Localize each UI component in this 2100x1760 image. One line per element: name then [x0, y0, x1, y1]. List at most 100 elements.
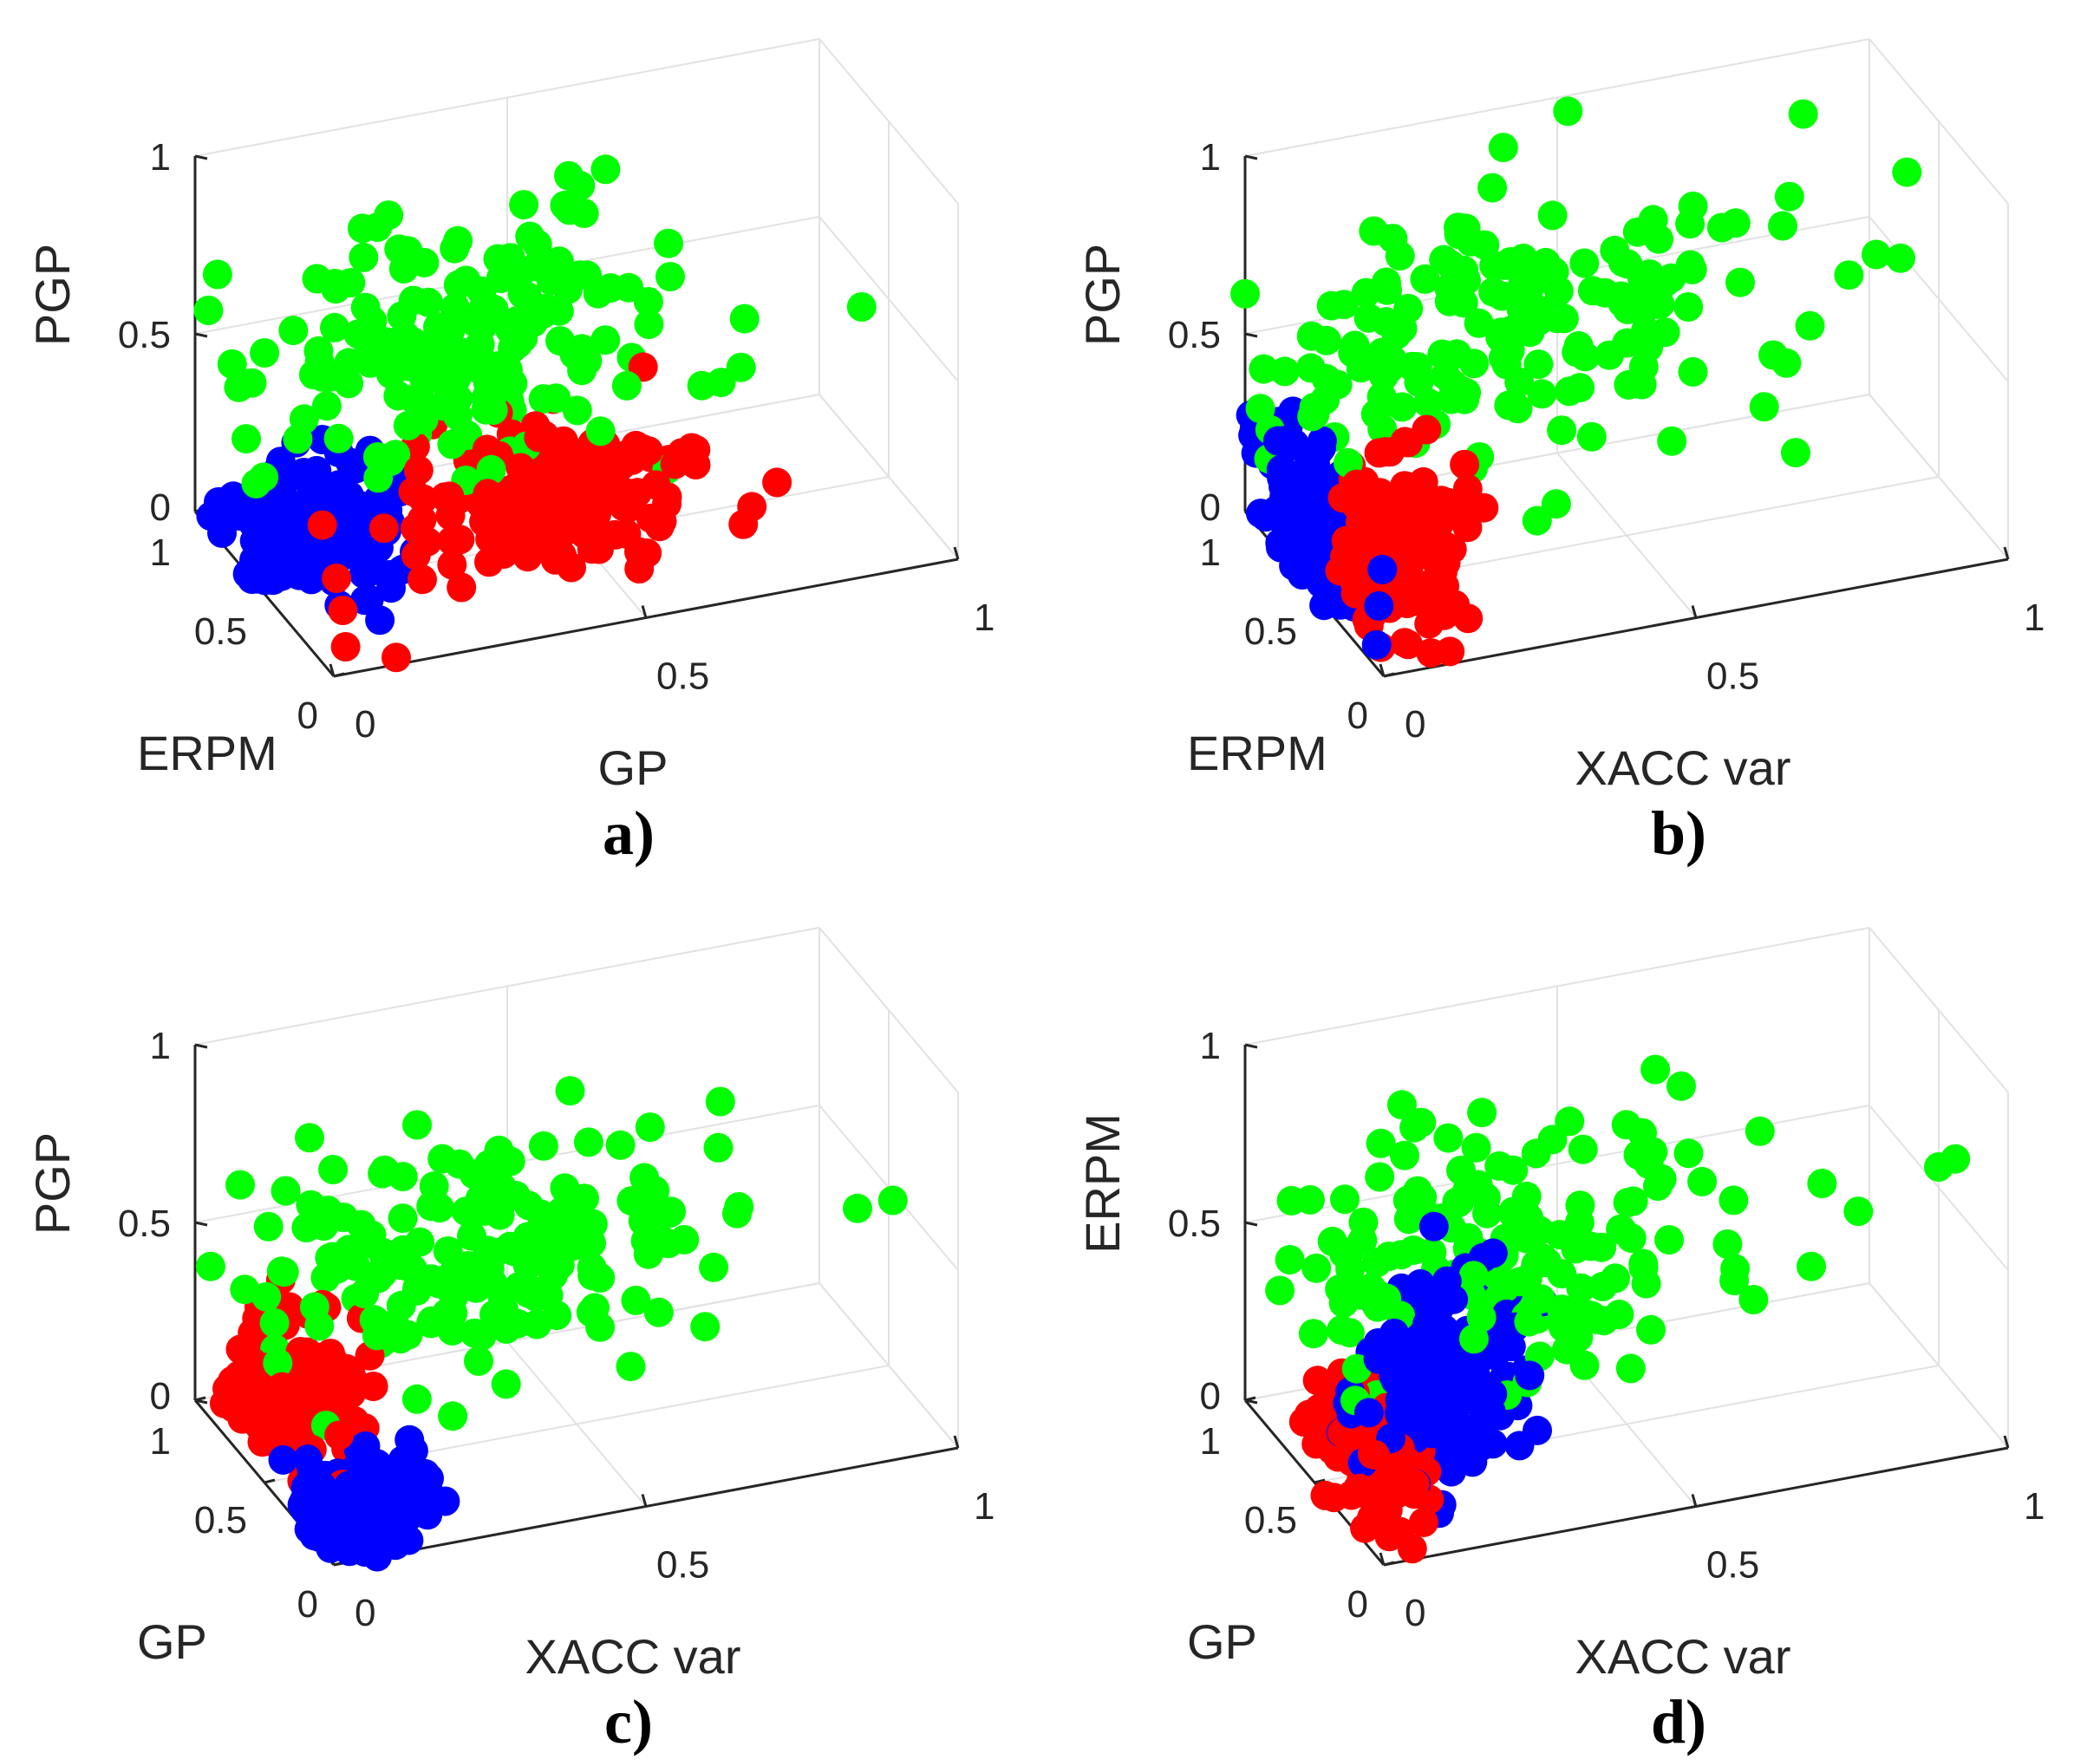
point-green — [232, 424, 261, 454]
point-red — [267, 1372, 297, 1402]
x-tick-1: 1 — [1200, 531, 1221, 574]
point-green — [217, 349, 247, 379]
y-tick-mark — [953, 1435, 960, 1449]
grid-line — [506, 1340, 647, 1508]
y-tick-mark — [641, 1494, 648, 1507]
point-green — [1604, 1300, 1634, 1329]
point-green — [438, 1401, 468, 1431]
point-red — [483, 499, 513, 529]
z-axis-label: PGP — [25, 1132, 80, 1235]
point-red — [1396, 587, 1426, 617]
point-green — [318, 1155, 349, 1184]
point-green — [1436, 250, 1466, 280]
point-green — [363, 330, 394, 361]
point-green — [722, 1198, 752, 1229]
point-red — [584, 534, 614, 564]
point-outlier — [655, 262, 685, 292]
point-green — [425, 1193, 454, 1223]
y-axis-label: XACC var — [1575, 1629, 1791, 1684]
grid-line — [1868, 394, 2009, 560]
point-red — [1399, 522, 1430, 552]
point-green — [402, 1273, 433, 1303]
point-blue — [344, 499, 375, 530]
y-tick-0.5: 0.5 — [1706, 655, 1759, 698]
point-green — [1774, 181, 1804, 212]
point-green — [1616, 1223, 1647, 1254]
point-green — [1522, 505, 1552, 536]
point-green — [249, 462, 279, 492]
x-tick-mark — [194, 1396, 206, 1402]
point-green — [1348, 1207, 1379, 1237]
point-green — [1477, 173, 1508, 203]
point-green — [528, 1131, 558, 1161]
point-blue — [361, 1519, 391, 1548]
point-green — [1485, 323, 1516, 353]
point-blue — [1361, 629, 1392, 660]
point-green — [349, 1279, 380, 1308]
point-green — [1367, 414, 1398, 444]
point-green — [439, 1281, 469, 1312]
panel-caption: a) — [603, 799, 655, 868]
point-blue — [1367, 554, 1398, 584]
point-red — [1302, 1366, 1333, 1396]
point-outlier — [1390, 1140, 1419, 1170]
point-green — [320, 312, 349, 342]
scatter-points-c — [195, 1076, 908, 1572]
grid-line — [818, 38, 959, 205]
point-outlier — [1393, 629, 1423, 660]
point-outlier — [1397, 1534, 1427, 1564]
grid-line — [1556, 452, 1697, 619]
point-green — [362, 442, 393, 472]
point-blue — [370, 1483, 401, 1514]
grid-line — [1868, 38, 2009, 205]
point-red — [358, 1372, 388, 1401]
point-green — [1265, 1275, 1295, 1306]
scatter-points-b — [1230, 96, 1922, 668]
point-green — [552, 274, 583, 304]
point-red — [307, 510, 337, 540]
point-green — [1537, 200, 1568, 231]
y-tick-mark — [1691, 605, 1698, 618]
point-green — [1645, 290, 1675, 319]
y-tick-0: 0 — [1405, 1592, 1425, 1634]
point-blue — [307, 1471, 337, 1502]
point-green — [1311, 363, 1341, 394]
point-outlier — [382, 642, 411, 673]
z-tick-1: 1 — [1200, 1025, 1221, 1067]
point-green — [283, 424, 313, 454]
y-tick-mark — [329, 663, 336, 677]
point-green — [1712, 1229, 1743, 1259]
y-tick-0: 0 — [1405, 703, 1425, 746]
point-red — [447, 572, 477, 603]
point-green — [1643, 1171, 1673, 1202]
grid-line — [818, 1282, 959, 1449]
point-green — [634, 310, 664, 340]
point-green — [362, 1320, 392, 1351]
grid-line — [194, 38, 820, 157]
y-tick-0.5: 0.5 — [1706, 1544, 1759, 1587]
point-green — [556, 1183, 586, 1213]
x-tick-0.5: 0.5 — [194, 1499, 247, 1542]
y-tick-mark — [641, 605, 648, 618]
point-green — [405, 1227, 435, 1257]
point-blue — [1407, 1340, 1438, 1371]
point-green — [1595, 340, 1625, 370]
point-red — [324, 1420, 355, 1450]
point-green — [1399, 1112, 1430, 1143]
point-green — [253, 1211, 284, 1242]
point-green — [522, 229, 552, 259]
point-green — [451, 1196, 481, 1227]
x-tick-1: 1 — [150, 531, 171, 574]
x-tick-0.5: 0.5 — [194, 610, 247, 653]
x-tick-0: 0 — [1347, 1583, 1368, 1626]
point-blue — [1268, 426, 1299, 456]
point-green — [1614, 369, 1644, 400]
point-red — [1441, 492, 1471, 522]
z-tick-mark — [1244, 154, 1258, 160]
point-red — [596, 482, 626, 512]
point-green — [1296, 321, 1327, 351]
point-green — [479, 294, 509, 324]
point-green — [1275, 1245, 1305, 1274]
point-green — [465, 329, 495, 360]
point-green — [1269, 356, 1300, 387]
